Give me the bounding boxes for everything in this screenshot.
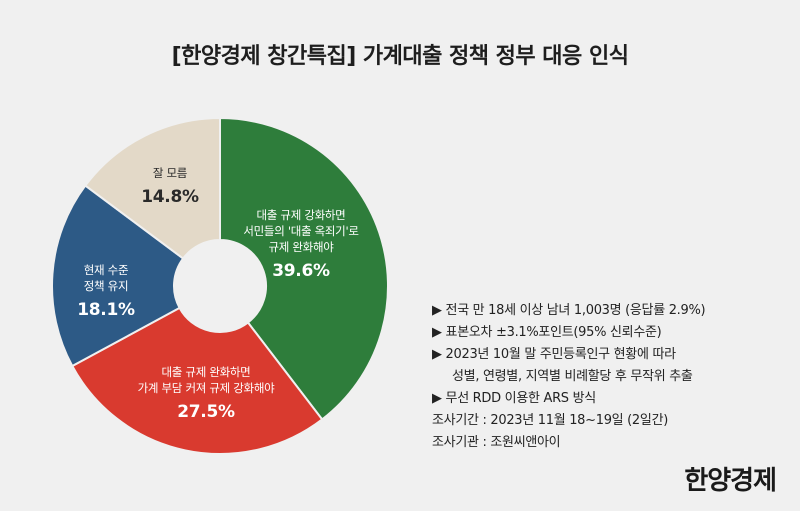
segment-value: 27.5% <box>177 402 235 422</box>
segment-label-text: 잘 모름 <box>152 166 188 180</box>
note-line: ▶ 2023년 10월 말 주민등록인구 현황에 따라 <box>432 347 676 362</box>
segment-label-text: 정책 유지 <box>83 279 129 293</box>
segment-label-maintain: 현재 수준 정책 유지 18.1% <box>56 262 156 320</box>
survey-notes: ▶ 전국 만 18세 이상 남녀 1,003명 (응답률 2.9%) ▶ 표본오… <box>432 300 706 454</box>
segment-label-text: 규제 완화해야 <box>268 240 334 254</box>
note-line: ▶ 전국 만 18세 이상 남녀 1,003명 (응답률 2.9%) <box>432 303 706 318</box>
segment-label-text: 대출 규제 완화하면 <box>161 365 251 379</box>
segment-label-text: 대출 규제 강화하면 <box>256 208 346 222</box>
note-line: 조사기간 : 2023년 11월 18~19일 (2일간) <box>432 413 668 428</box>
note-line: ▶ 표본오차 ±3.1%포인트(95% 신뢰수준) <box>432 325 662 340</box>
segment-label-text: 현재 수준 <box>83 263 129 277</box>
donut-hole <box>174 240 266 332</box>
segment-value: 39.6% <box>272 261 330 281</box>
note-line: 조사기관 : 조원씨앤아이 <box>432 435 561 450</box>
brand-logo: 한양경제 <box>684 466 777 496</box>
segment-label-unknown: 잘 모름 14.8% <box>120 165 220 207</box>
slice-tighten <box>70 306 324 455</box>
slice-relax <box>219 116 389 421</box>
segment-value: 18.1% <box>77 300 135 320</box>
segment-label-text: 가계 부담 커져 규제 강화해야 <box>137 381 275 395</box>
note-line: ▶ 무선 RDD 이용한 ARS 방식 <box>432 391 596 406</box>
segment-label-tighten: 대출 규제 완화하면 가계 부담 커져 규제 강화해야 27.5% <box>106 364 306 422</box>
segment-value: 14.8% <box>141 187 199 207</box>
page-title: [한양경제 창간특집] 가계대출 정책 정부 대응 인식 <box>171 44 629 69</box>
segment-label-relax: 대출 규제 강화하면 서민들의 '대출 옥죄기'로 규제 완화해야 39.6% <box>226 207 376 281</box>
segment-label-text: 서민들의 '대출 옥죄기'로 <box>243 224 359 238</box>
note-line: 성별, 연령별, 지역별 비례할당 후 무작위 추출 <box>452 369 693 384</box>
